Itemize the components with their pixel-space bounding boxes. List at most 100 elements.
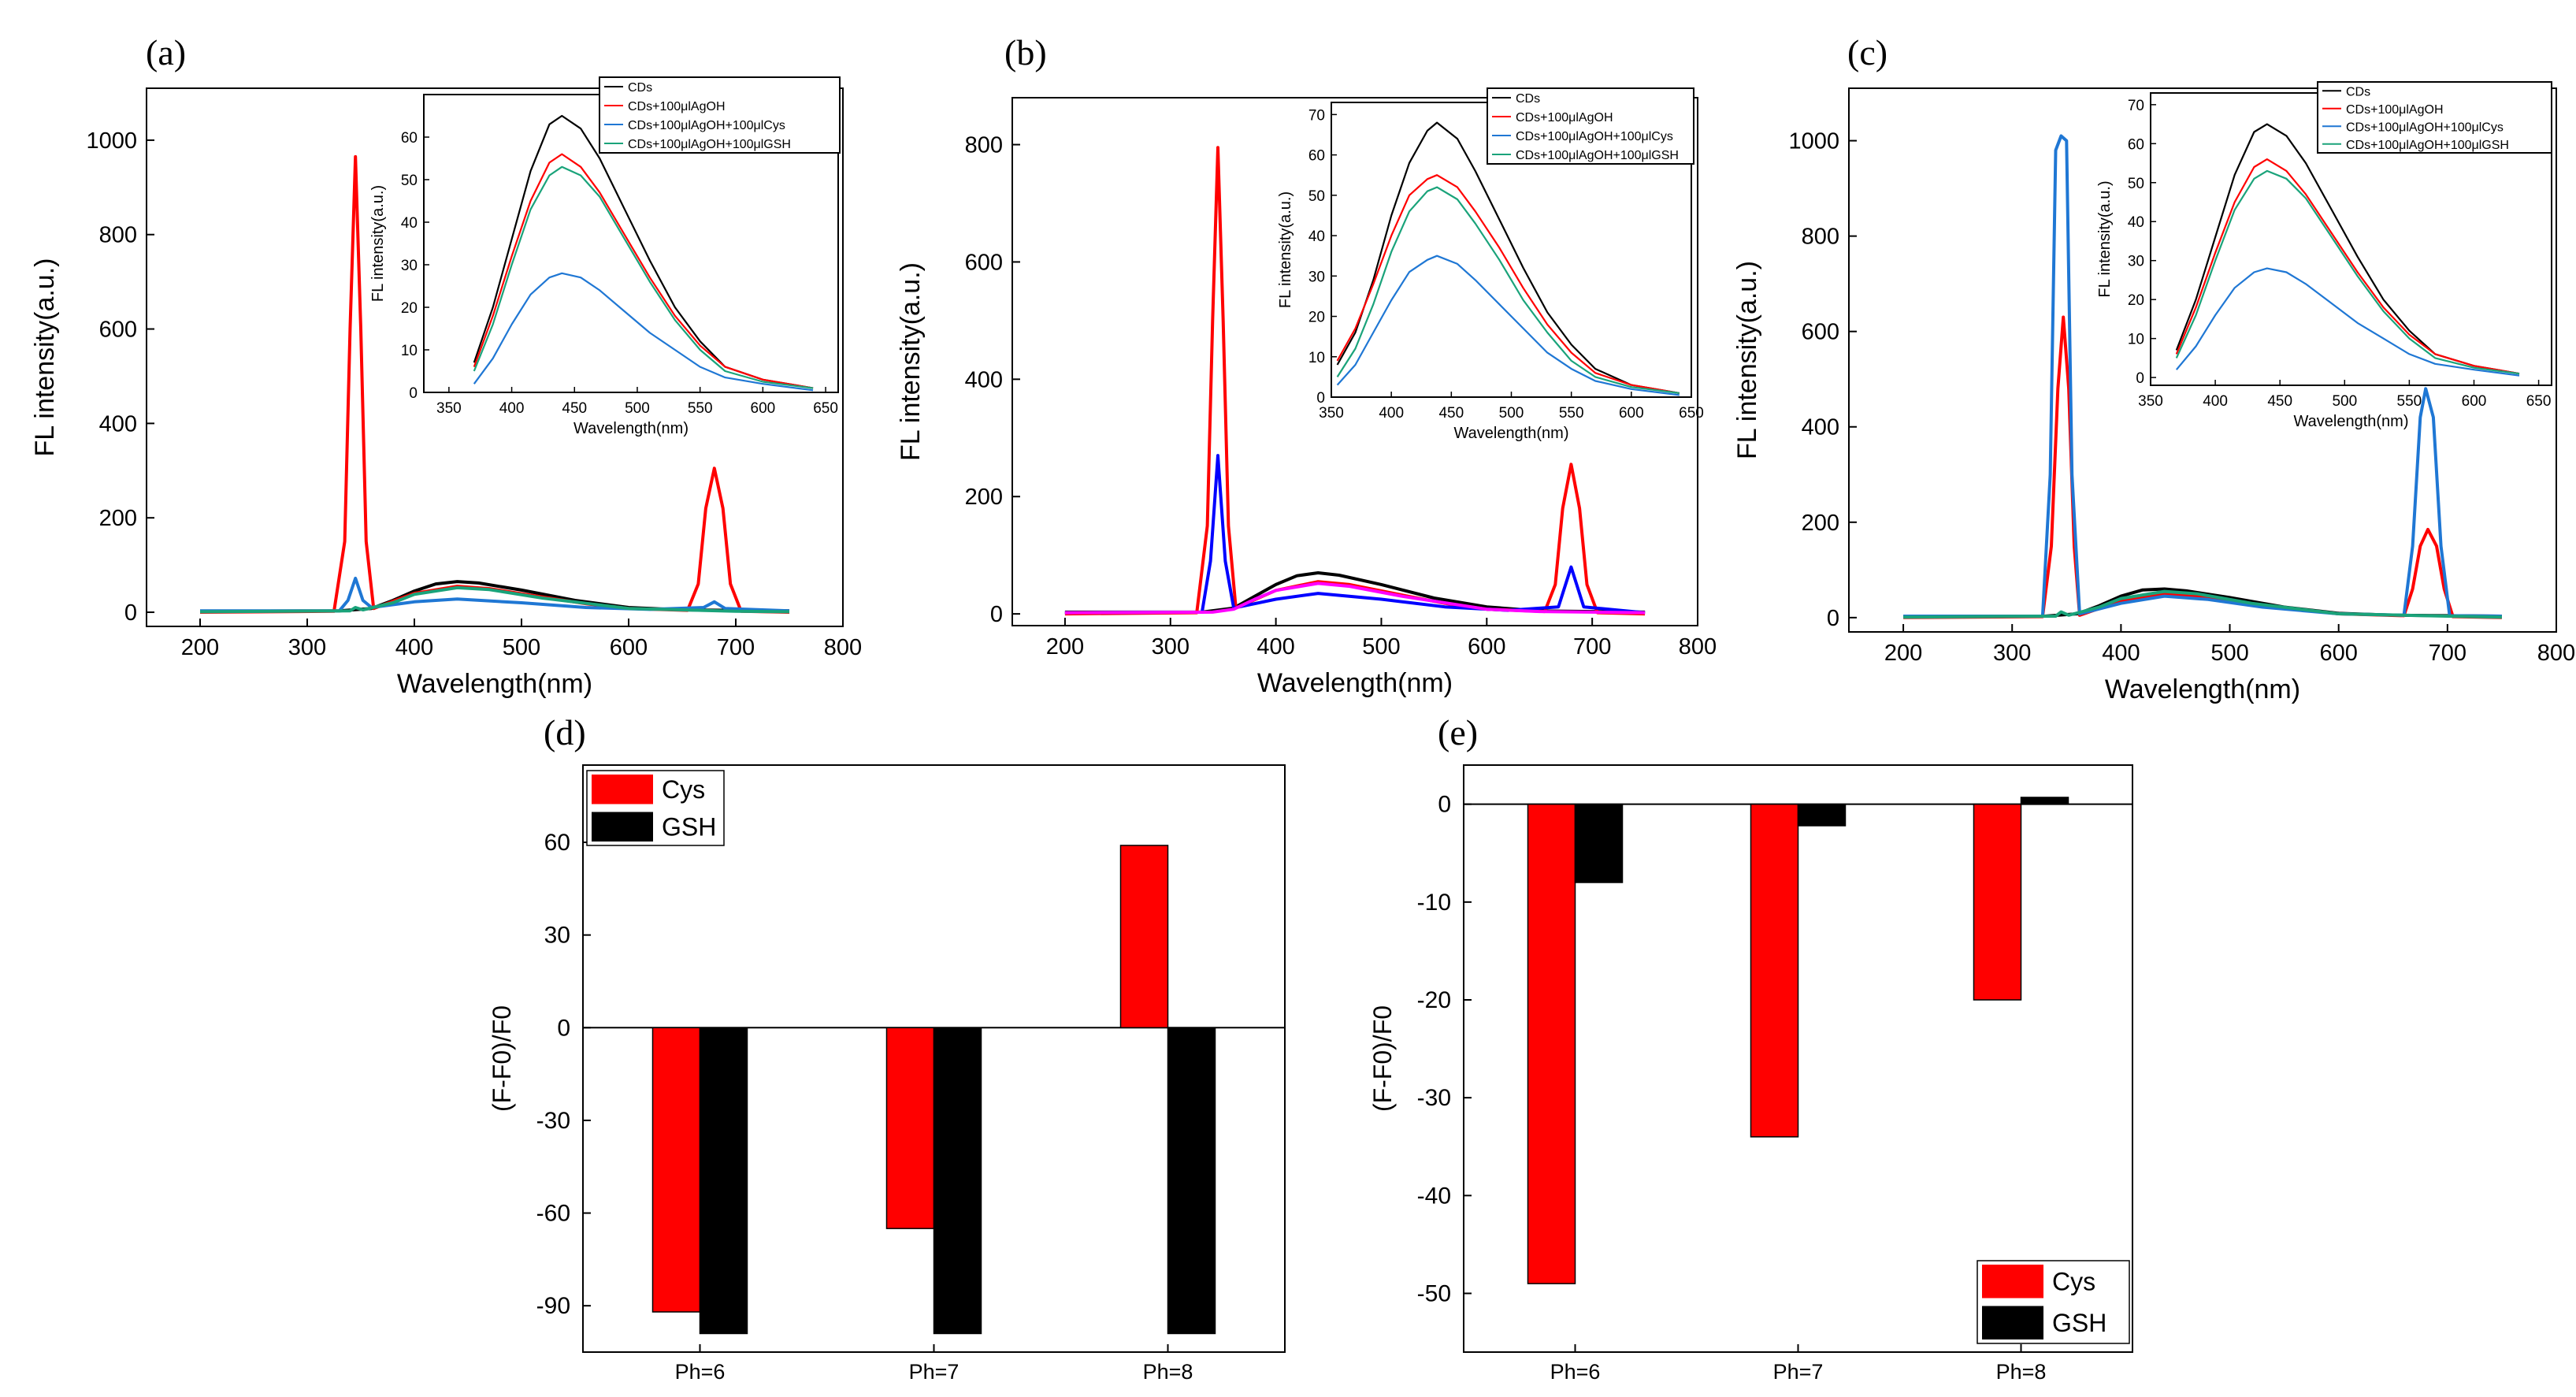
inset-y-tick-label-a: 20 xyxy=(401,300,418,317)
legend-label-c: CDs xyxy=(2346,85,2370,98)
x-tick-label-b: 400 xyxy=(1256,634,1294,659)
panel-label-e: (e) xyxy=(1438,712,1478,752)
series-line-b-inset-3 xyxy=(1336,186,1680,394)
x-tick-label-c: 700 xyxy=(2429,641,2467,666)
inset-y-tick-label-b: 30 xyxy=(1308,269,1325,285)
inset-y-tick-label-a: 50 xyxy=(401,173,418,189)
inset-x-tick-label-b: 450 xyxy=(1438,405,1464,422)
legend-label-b: CDs+100μlAgOH xyxy=(1516,111,1613,124)
y-tick-label-d: -60 xyxy=(536,1201,570,1227)
legend-label-a: CDs xyxy=(628,81,652,95)
inset-x-tick-label-a: 650 xyxy=(813,400,838,417)
x-axis-title-c: Wavelength(nm) xyxy=(2105,674,2300,704)
inset-legend-box-c xyxy=(2317,81,2552,154)
x-tick-label-a: 800 xyxy=(824,635,862,660)
inset-y-tick-label-c: 60 xyxy=(2128,136,2144,153)
y-tick-label-a: 800 xyxy=(99,223,137,248)
y-axis-title-d: (F-F0)/F0 xyxy=(488,1005,516,1112)
inset-x-tick-label-c: 500 xyxy=(2332,393,2357,410)
legend-label-b: CDs+100μlAgOH+100μlCys xyxy=(1516,130,1673,143)
series-line-b-inset-0 xyxy=(1336,121,1680,394)
series-line-c-inset-0 xyxy=(2175,123,2520,375)
y-tick-label-c: 200 xyxy=(1802,511,1839,536)
inset-x-tick-label-a: 500 xyxy=(625,400,650,417)
x-tick-label-a: 500 xyxy=(503,635,540,660)
series-line-a-inset-2 xyxy=(473,272,814,392)
category-label-e: Ph=6 xyxy=(1550,1360,1601,1384)
series-line-a-inset-3 xyxy=(473,165,814,389)
bar-e-gsh xyxy=(2020,797,2069,805)
x-tick-label-a: 700 xyxy=(717,635,755,660)
chart-e-bar: -50 -40 -30 -20 -10 0 (F-F0)/F0 Ph=6 Ph=7 Ph=8 Cys… xyxy=(1368,764,2133,1384)
x-tick-label-c: 300 xyxy=(1993,641,2031,666)
y-tick-label-c: 1000 xyxy=(1788,129,1839,154)
bar-e-cys xyxy=(1527,803,1576,1284)
bar-d-gsh xyxy=(933,1027,982,1335)
inset-y-tick-label-b: 60 xyxy=(1308,148,1325,165)
inset-y-axis-title-b: FL intensity(a.u.) xyxy=(1277,191,1294,308)
y-tick-label-e: -30 xyxy=(1417,1085,1451,1111)
legend-label-b: CDs xyxy=(1516,92,1540,106)
panel-label-b: (b) xyxy=(1004,32,1047,72)
inset-y-tick-label-b: 10 xyxy=(1308,350,1325,366)
bar-d-cys xyxy=(651,1027,701,1313)
inset-y-tick-label-c: 70 xyxy=(2128,98,2144,114)
bar-d-gsh xyxy=(699,1027,748,1335)
legend-label-a: CDs+100μlAgOH xyxy=(628,100,726,113)
y-tick-label-a: 1000 xyxy=(86,128,137,154)
y-tick-label-a: 200 xyxy=(99,506,137,531)
inset-y-axis-title-a: FL intensity(a.u.) xyxy=(369,185,387,302)
legend-label-e: GSH xyxy=(2052,1309,2106,1337)
inset-x-axis-title-b: Wavelength(nm) xyxy=(1454,425,1569,442)
category-label-e: Ph=8 xyxy=(1996,1360,2047,1384)
inset-x-tick-label-a: 600 xyxy=(751,400,776,417)
series-line-a-3 xyxy=(199,585,790,614)
inset-y-tick-label-a: 0 xyxy=(409,385,418,402)
inset-y-tick-label-a: 10 xyxy=(401,343,418,359)
inset-x-axis-title-c: Wavelength(nm) xyxy=(2294,413,2409,430)
inset-x-tick-label-c: 350 xyxy=(2138,393,2163,410)
y-axis-title-b: FL intensity(a.u.) xyxy=(896,262,926,461)
inset-x-tick-label-c: 450 xyxy=(2267,393,2292,410)
y-tick-label-d: -30 xyxy=(536,1108,570,1134)
series-line-a-2 xyxy=(200,576,790,613)
y-tick-label-b: 400 xyxy=(965,367,1003,392)
inset-x-tick-label-a: 450 xyxy=(562,400,587,417)
inset-y-tick-label-b: 50 xyxy=(1308,188,1325,205)
x-tick-label-b: 300 xyxy=(1152,634,1190,659)
y-tick-label-e: 0 xyxy=(1438,792,1451,818)
bar-e-cys xyxy=(1750,803,1799,1138)
series-line-b-inset-2 xyxy=(1336,255,1680,396)
inset-x-tick-label-b: 550 xyxy=(1559,405,1584,422)
bar-d-cys xyxy=(885,1027,935,1229)
chart-c-spectra: 200 300 400 500 600 700 80002004006008001000Wa… xyxy=(1732,81,2575,704)
inset-y-tick-label-b: 0 xyxy=(1316,390,1325,407)
inset-x-tick-label-b: 400 xyxy=(1379,405,1404,422)
y-axis-title-e: (F-F0)/F0 xyxy=(1368,1005,1397,1112)
y-tick-label-e: -40 xyxy=(1417,1183,1451,1209)
bar-d-gsh xyxy=(1167,1027,1216,1335)
legend-swatch-d xyxy=(592,812,653,842)
x-tick-label-a: 400 xyxy=(395,635,433,660)
y-tick-label-d: 30 xyxy=(544,923,570,949)
series-line-c-2 xyxy=(1903,134,2502,618)
x-tick-label-c: 400 xyxy=(2102,641,2140,666)
y-tick-label-b: 600 xyxy=(965,250,1003,275)
inset-legend-box-a xyxy=(599,76,841,154)
inset-legend-box-b xyxy=(1487,87,1694,165)
x-tick-label-b: 700 xyxy=(1573,634,1611,659)
inset-x-tick-label-c: 550 xyxy=(2397,393,2422,410)
inset-y-axis-title-c: FL intensity(a.u.) xyxy=(2096,180,2114,297)
y-tick-label-a: 0 xyxy=(124,600,137,626)
series-line-c-inset-3 xyxy=(2175,169,2520,375)
inset-x-axis-title-a: Wavelength(nm) xyxy=(573,420,689,437)
inset-x-tick-label-c: 650 xyxy=(2526,393,2552,410)
bar-e-gsh xyxy=(1574,803,1624,883)
x-tick-label-a: 600 xyxy=(610,635,648,660)
legend-label-a: CDs+100μlAgOH+100μlGSH xyxy=(628,138,791,151)
y-axis-title-c: FL intensity(a.u.) xyxy=(1732,261,1762,459)
series-line-a-inset-1 xyxy=(473,153,814,389)
legend-label-d: Cys xyxy=(662,775,705,804)
series-line-b-inset-1 xyxy=(1336,174,1680,394)
